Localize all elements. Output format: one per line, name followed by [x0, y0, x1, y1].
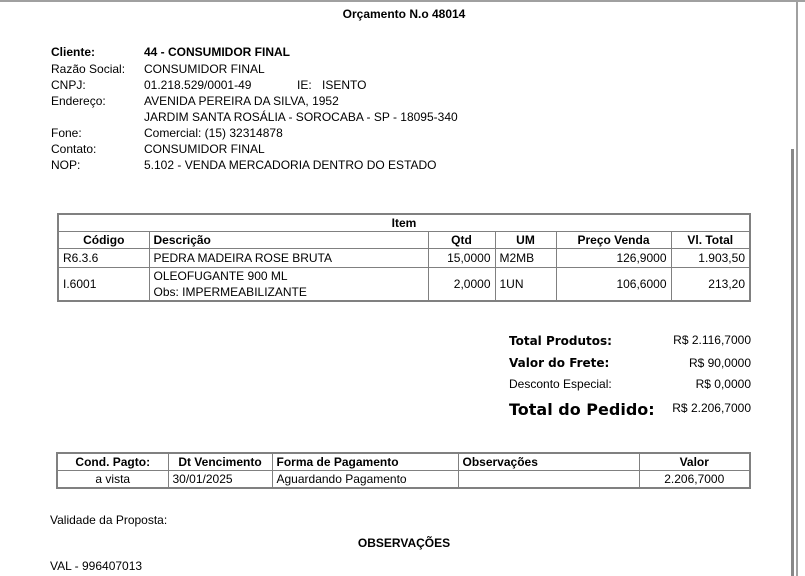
ie-value: ISENTO	[322, 78, 367, 92]
page-edge	[796, 0, 798, 576]
col-observacoes: Observações	[457, 452, 640, 471]
razao-value: CONSUMIDOR FINAL	[144, 62, 265, 76]
col-cond-pagto: Cond. Pagto:	[56, 452, 169, 471]
fone-value: Comercial: (15) 32314878	[144, 126, 283, 140]
cnpj-value: 01.218.529/0001-49	[144, 78, 252, 92]
nop-value: 5.102 - VENDA MERCADORIA DENTRO DO ESTAD…	[144, 158, 437, 172]
razao-label: Razão Social:	[51, 62, 126, 76]
um: 1UN	[494, 267, 557, 302]
observacoes-text: VAL - 996407013	[50, 559, 143, 573]
document-title: Orçamento N.o 48014	[342, 7, 466, 21]
descricao: OLEOFUGANTE 900 ML	[153, 269, 288, 283]
table-row: R6.3.6 PEDRA MADEIRA ROSE BRUTA 15,0000 …	[57, 248, 751, 268]
valor: 2.206,7000	[638, 470, 751, 489]
endereco-line2: JARDIM SANTA ROSÁLIA - SOROCABA - SP - 1…	[144, 110, 458, 124]
items-header-row: Código Descrição Qtd UM Preço Venda Vl. …	[57, 231, 751, 249]
cond-pagto: a vista	[56, 470, 169, 489]
col-preco: Preço Venda	[555, 231, 672, 249]
descricao-cell: OLEOFUGANTE 900 ML Obs: IMPERMEABILIZANTE	[148, 267, 429, 302]
desconto-label: Desconto Especial:	[509, 377, 612, 391]
col-um: UM	[494, 231, 557, 249]
desconto-value: R$ 0,0000	[695, 377, 751, 391]
qtd: 15,0000	[427, 248, 496, 268]
col-codigo: Código	[57, 231, 150, 249]
col-valor: Valor	[638, 452, 751, 471]
preco: 106,6000	[555, 267, 672, 302]
dt-vencimento: 30/01/2025	[167, 470, 273, 489]
nop-label: NOP:	[51, 158, 81, 172]
endereco-label: Endereço:	[51, 94, 106, 108]
col-dt-vencimento: Dt Vencimento	[167, 452, 273, 471]
um: M2MB	[494, 248, 557, 268]
col-total: Vl. Total	[670, 231, 751, 249]
preco: 126,9000	[555, 248, 672, 268]
total: 213,20	[670, 267, 751, 302]
fone-label: Fone:	[51, 126, 82, 140]
col-qtd: Qtd	[427, 231, 496, 249]
contato-label: Contato:	[51, 142, 97, 156]
observacoes-title: OBSERVAÇÕES	[357, 536, 451, 550]
table-row: I.6001 OLEOFUGANTE 900 ML Obs: IMPERMEABI…	[57, 267, 751, 302]
cliente-label: Cliente:	[51, 45, 96, 59]
total-produtos-value: R$ 2.116,7000	[673, 333, 751, 347]
top-border	[0, 0, 805, 2]
col-descricao: Descrição	[148, 231, 429, 249]
total-pedido-label: Total do Pedido:	[509, 400, 655, 419]
cliente-value: 44 - CONSUMIDOR FINAL	[144, 45, 291, 59]
descricao: PEDRA MADEIRA ROSE BRUTA	[148, 248, 429, 268]
payment-table: Cond. Pagto: Dt Vencimento Forma de Paga…	[56, 452, 751, 489]
validade-label: Validade da Proposta:	[50, 513, 168, 527]
frete-value: R$ 90,0000	[688, 356, 751, 370]
contato-value: CONSUMIDOR FINAL	[144, 142, 265, 156]
table-row: a vista 30/01/2025 Aguardando Pagamento …	[56, 470, 751, 489]
cnpj-label: CNPJ:	[51, 78, 86, 92]
qtd: 2,0000	[427, 267, 496, 302]
ie-label: IE:	[297, 78, 312, 92]
items-table: Item Código Descrição Qtd UM Preço Venda…	[57, 213, 751, 302]
total-produtos-label: Total Produtos:	[509, 334, 612, 348]
observacoes	[457, 470, 640, 489]
scrollbar-thumb[interactable]	[791, 149, 794, 576]
payment-header-row: Cond. Pagto: Dt Vencimento Forma de Paga…	[56, 452, 751, 471]
total-pedido-value: R$ 2.206,7000	[672, 401, 751, 415]
codigo: R6.3.6	[57, 248, 150, 268]
codigo: I.6001	[57, 267, 150, 302]
items-caption: Item	[57, 213, 751, 232]
total: 1.903,50	[670, 248, 751, 268]
descricao-obs: Obs: IMPERMEABILIZANTE	[153, 285, 307, 299]
endereco-line1: AVENIDA PEREIRA DA SILVA, 1952	[144, 94, 339, 108]
forma-pagamento: Aguardando Pagamento	[271, 470, 459, 489]
frete-label: Valor do Frete:	[509, 356, 610, 370]
col-forma-pagamento: Forma de Pagamento	[271, 452, 459, 471]
